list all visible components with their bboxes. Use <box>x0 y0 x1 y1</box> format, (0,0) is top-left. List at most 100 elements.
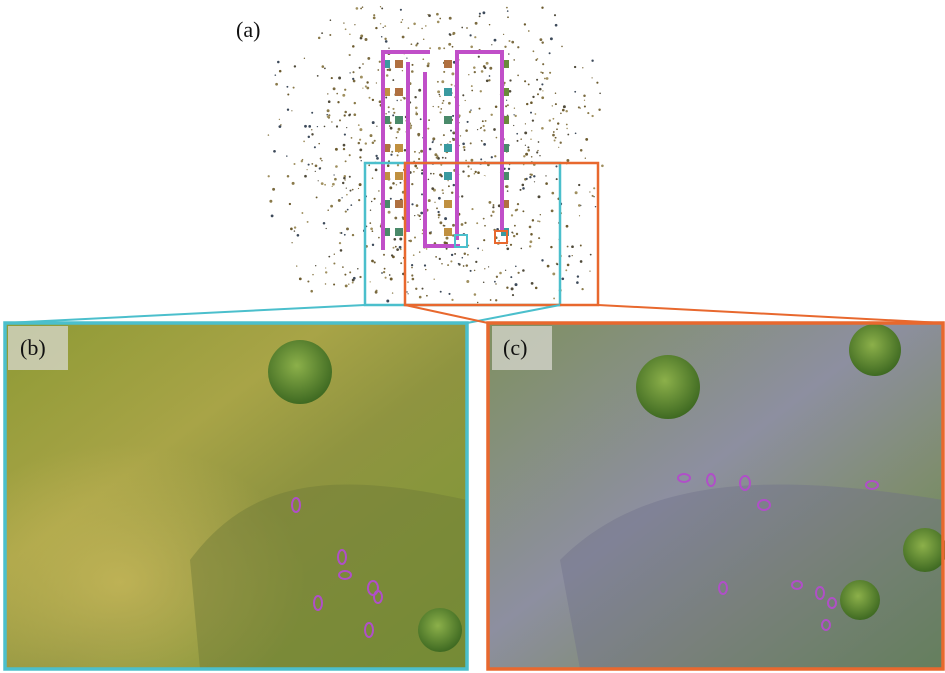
cloud-point <box>541 259 544 262</box>
cloud-point <box>445 241 448 245</box>
cloud-point <box>439 221 443 225</box>
cloud-point <box>358 183 362 187</box>
cloud-point <box>554 103 557 106</box>
cloud-point <box>447 264 450 267</box>
cloud-point <box>290 227 293 231</box>
cloud-point <box>504 185 508 188</box>
cloud-point <box>373 139 376 142</box>
cloud-point <box>369 134 373 138</box>
animal-marker <box>373 590 383 604</box>
cloud-point <box>366 81 369 84</box>
cloud-point <box>351 188 354 191</box>
cloud-point <box>469 34 472 37</box>
marker-c <box>494 230 508 244</box>
cloud-point <box>556 263 559 266</box>
cloud-point <box>382 270 386 274</box>
cloud-point <box>376 157 379 160</box>
cloud-point <box>470 109 472 111</box>
cloud-point <box>437 210 440 214</box>
cloud-point <box>344 88 347 91</box>
cloud-point <box>426 294 428 297</box>
cloud-point <box>411 274 414 277</box>
cloud-point <box>296 265 298 267</box>
cloud-point <box>442 134 445 137</box>
cloud-point <box>461 195 464 198</box>
cloud-point <box>491 44 493 46</box>
cloud-point <box>513 107 516 109</box>
cloud-point <box>539 214 541 216</box>
cloud-point <box>448 16 452 20</box>
cloud-point <box>396 248 399 251</box>
cloud-point <box>433 278 435 280</box>
cloud-point <box>465 159 467 162</box>
cloud-point <box>485 61 489 65</box>
cloud-point <box>325 271 328 274</box>
flight-path <box>381 50 504 250</box>
cloud-point <box>566 263 570 267</box>
cloud-point <box>541 71 544 74</box>
camera-pose <box>395 172 403 180</box>
camera-pose <box>444 228 452 236</box>
cloud-point <box>560 112 562 115</box>
cloud-point <box>392 79 395 82</box>
cloud-point <box>492 204 495 206</box>
cloud-point <box>516 132 519 135</box>
cloud-point <box>452 183 456 187</box>
cloud-point <box>335 125 339 128</box>
cloud-point <box>371 98 375 102</box>
cloud-point <box>521 183 525 187</box>
cloud-point <box>407 293 409 295</box>
cloud-point <box>579 107 581 109</box>
cloud-point <box>484 119 487 122</box>
cloud-point <box>331 121 333 123</box>
cloud-point <box>442 224 445 227</box>
cloud-point <box>306 220 309 223</box>
cloud-point <box>474 36 477 39</box>
cloud-point <box>488 200 492 204</box>
cloud-point <box>561 277 565 281</box>
cloud-point <box>267 175 270 178</box>
camera-pose <box>444 88 452 96</box>
cloud-point <box>490 113 493 117</box>
cloud-point <box>561 45 563 48</box>
cloud-point <box>530 101 533 104</box>
cloud-point <box>549 71 552 74</box>
cloud-point <box>278 69 282 73</box>
cloud-point <box>386 299 390 303</box>
connector <box>404 304 489 324</box>
cloud-point <box>375 154 378 158</box>
cloud-point <box>377 69 380 71</box>
cloud-point <box>574 132 577 135</box>
cloud-point <box>343 133 346 136</box>
cloud-point <box>541 41 544 44</box>
cloud-point <box>391 292 394 294</box>
cloud-point <box>421 193 423 196</box>
cloud-point <box>303 57 306 59</box>
cloud-point <box>384 25 387 28</box>
cloud-point <box>291 242 293 244</box>
cloud-point <box>340 231 343 235</box>
cloud-point <box>452 31 456 35</box>
cloud-point <box>370 200 373 203</box>
cloud-point <box>406 291 408 293</box>
cloud-point <box>493 128 496 131</box>
cloud-point <box>401 35 405 39</box>
cloud-point <box>498 239 500 242</box>
cloud-point <box>539 87 542 91</box>
cloud-point <box>293 162 296 166</box>
cloud-point <box>359 75 363 79</box>
cloud-point <box>357 124 360 126</box>
camera-pose <box>382 88 390 96</box>
cloud-point <box>460 223 464 226</box>
cloud-point <box>287 93 290 96</box>
cloud-point <box>267 134 270 136</box>
cloud-point <box>384 40 388 43</box>
cloud-point <box>275 82 278 86</box>
cloud-point <box>339 249 343 252</box>
cloud-point <box>434 201 436 203</box>
cloud-point <box>524 80 527 83</box>
cloud-point <box>329 19 332 21</box>
camera-pose <box>382 200 390 208</box>
cloud-point <box>320 182 324 185</box>
cloud-point <box>565 109 568 113</box>
